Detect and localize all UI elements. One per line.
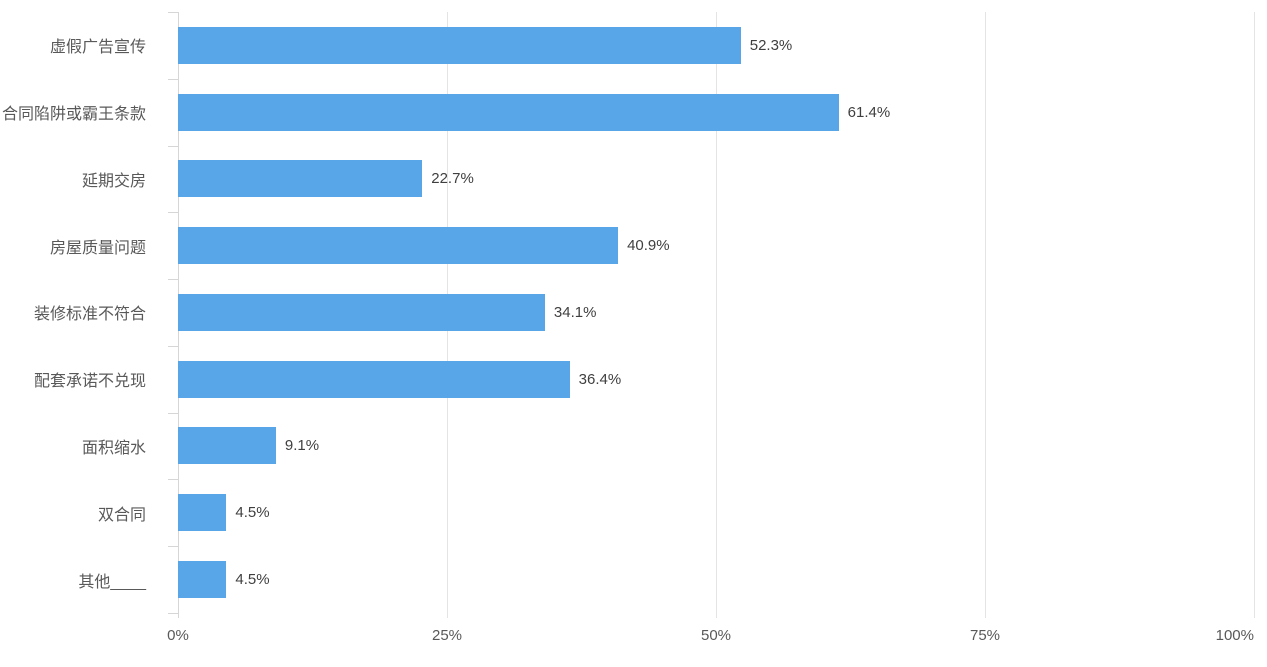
bar	[178, 293, 545, 331]
y-axis-tick	[168, 613, 178, 614]
value-label: 34.1%	[553, 303, 597, 321]
bar	[178, 494, 227, 532]
category-label: 双合同	[97, 506, 146, 524]
value-label: 61.4%	[847, 103, 891, 121]
bar-row: 22.7%	[178, 146, 1254, 213]
x-tick-label: 25%	[431, 627, 463, 644]
category-label: 合同陷阱或霸王条款	[1, 106, 146, 124]
gridline	[716, 12, 717, 618]
bar	[178, 427, 276, 465]
category-label: 延期交房	[81, 172, 146, 190]
y-axis-tick	[168, 345, 178, 347]
category-label: 面积缩水	[81, 439, 146, 457]
x-tick-label: 75%	[969, 627, 1001, 644]
category-label: 其他____	[78, 573, 146, 591]
y-axis-tick	[168, 546, 178, 548]
value-label: 36.4%	[578, 370, 622, 388]
bar-row: 4.5%	[178, 546, 1254, 613]
bar-row: 61.4%	[178, 79, 1254, 146]
value-label: 22.7%	[431, 170, 474, 188]
y-axis-tick	[168, 145, 178, 147]
y-axis-tick	[168, 78, 178, 80]
gridline	[985, 12, 986, 618]
y-axis-labels: 虚假广告宣传 合同陷阱或霸王条款 延期交房 房屋质量问题 装修标准不符合 配套承…	[0, 12, 162, 613]
y-axis-tick	[168, 279, 178, 281]
value-label: 40.9%	[627, 237, 670, 255]
y-axis-tick	[168, 12, 178, 13]
x-tick-label: 50%	[700, 627, 732, 644]
gridline	[1254, 12, 1255, 618]
bar	[178, 360, 570, 398]
bar	[178, 93, 839, 131]
category-label: 装修标准不符合	[33, 306, 146, 324]
y-axis-tick	[168, 479, 178, 481]
bar	[178, 26, 741, 64]
bar-row: 36.4%	[178, 346, 1254, 413]
value-label: 4.5%	[235, 504, 270, 522]
bar-row: 4.5%	[178, 479, 1254, 546]
value-label: 9.1%	[284, 437, 320, 455]
bar	[178, 561, 227, 598]
bar-row: 9.1%	[178, 413, 1254, 480]
plot-area: 52.3% 61.4% 22.7% 40.9% 34.1% 36.4% 9.1%	[168, 12, 1255, 618]
bar	[178, 160, 423, 198]
x-tick-label: 100%	[1215, 627, 1254, 644]
bar-row: 34.1%	[178, 279, 1254, 346]
value-label: 52.3%	[749, 36, 793, 54]
bar-row: 40.9%	[178, 212, 1254, 279]
value-label: 4.5%	[235, 571, 270, 588]
category-label: 配套承诺不兑现	[33, 373, 146, 391]
bar	[178, 227, 619, 265]
bar-row: 52.3%	[178, 12, 1254, 79]
x-axis-labels: 0% 25% 50% 75% 100%	[167, 613, 1254, 653]
category-label: 虚假广告宣传	[49, 39, 146, 57]
y-axis-tick	[168, 212, 178, 214]
y-axis-tick	[168, 412, 178, 414]
category-label: 房屋质量问题	[49, 239, 146, 257]
x-tick-label: 0%	[167, 627, 189, 644]
bar-rows: 52.3% 61.4% 22.7% 40.9% 34.1% 36.4% 9.1%	[178, 12, 1254, 613]
